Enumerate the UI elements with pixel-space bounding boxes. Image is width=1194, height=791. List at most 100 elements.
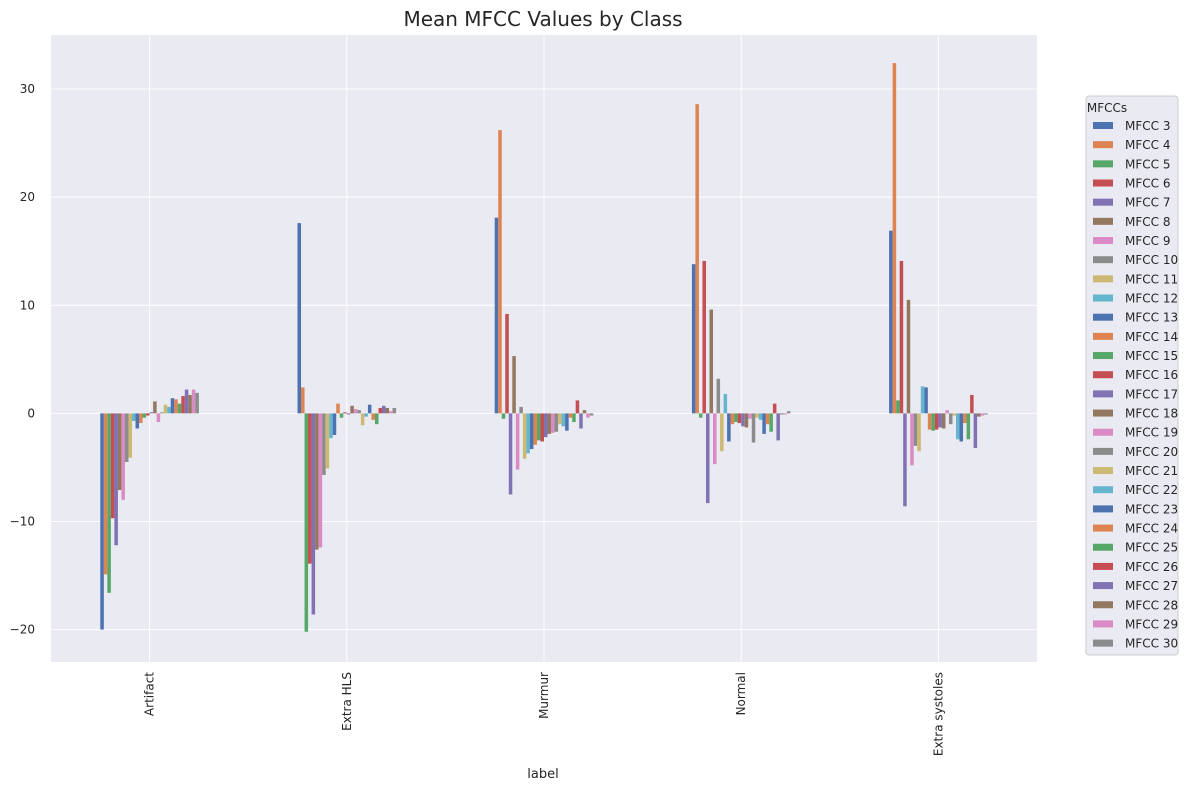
legend-label: MFCC 28 — [1125, 598, 1178, 612]
bar — [139, 413, 143, 424]
legend-swatch — [1093, 428, 1113, 436]
bar — [572, 413, 576, 423]
bar — [308, 413, 312, 564]
legend-label: MFCC 27 — [1125, 579, 1178, 593]
legend-frame — [1085, 95, 1179, 656]
bar — [191, 389, 196, 414]
legend-swatch — [1093, 332, 1113, 340]
bar — [346, 413, 351, 415]
bar — [977, 413, 981, 417]
legend-label: MFCC 20 — [1125, 445, 1178, 459]
bar — [783, 413, 787, 415]
legend-label: MFCC 9 — [1125, 234, 1170, 248]
bar — [382, 405, 386, 414]
bar — [505, 313, 509, 414]
bar — [392, 407, 397, 414]
bar — [779, 413, 784, 415]
bar — [522, 413, 527, 459]
y-tick-label: 20 — [20, 190, 35, 204]
bar — [315, 413, 319, 550]
bar — [184, 389, 189, 414]
legend-label: MFCC 11 — [1125, 272, 1178, 286]
bar — [702, 260, 706, 414]
bar — [512, 356, 516, 414]
bar — [589, 413, 594, 416]
bar — [579, 413, 583, 429]
legend-swatch — [1093, 582, 1113, 590]
legend-swatch — [1093, 620, 1113, 628]
legend-label: MFCC 5 — [1125, 157, 1170, 171]
y-tick-label: −10 — [10, 514, 35, 528]
bar — [927, 413, 932, 430]
bar — [938, 413, 942, 428]
bar — [786, 411, 791, 414]
bar — [737, 413, 742, 424]
bar — [297, 223, 302, 414]
bar — [920, 386, 925, 414]
bar — [124, 413, 129, 463]
bar — [181, 396, 185, 414]
bar — [508, 413, 513, 495]
y-tick-label: 30 — [20, 82, 35, 96]
chart-title: Mean MFCC Values by Class — [403, 7, 682, 31]
bar — [744, 413, 749, 428]
bar — [367, 404, 372, 414]
legend-swatch — [1093, 639, 1113, 647]
bar — [311, 413, 316, 615]
y-tick-label: 10 — [20, 298, 35, 312]
bar — [385, 407, 390, 414]
bar — [329, 413, 333, 439]
bar — [551, 413, 555, 433]
bar — [748, 413, 752, 419]
legend-label: MFCC 3 — [1125, 119, 1170, 133]
bar — [343, 412, 347, 414]
bar — [970, 394, 974, 414]
bar — [142, 413, 147, 418]
legend-label: MFCC 7 — [1125, 196, 1170, 210]
legend-swatch — [1093, 352, 1113, 360]
bar — [540, 413, 544, 442]
bar — [378, 407, 383, 414]
bar — [153, 401, 157, 414]
y-tick-label: 0 — [27, 406, 35, 420]
legend-items: MFCC 3 MFCC 4 MFCC 5 MFCC 6 MFCC 7 MFCC 8 MFCC… — [1093, 119, 1178, 651]
bar — [325, 413, 330, 469]
bar — [709, 309, 714, 414]
bar — [917, 413, 921, 452]
bar — [586, 413, 590, 418]
bar — [160, 412, 164, 414]
bar — [100, 413, 104, 630]
bar — [952, 413, 957, 416]
bars-layer — [100, 63, 988, 632]
bar — [582, 410, 587, 414]
bar — [755, 413, 759, 418]
legend-label: MFCC 29 — [1125, 617, 1178, 631]
bar — [980, 413, 985, 416]
bar — [374, 413, 379, 425]
bar — [959, 413, 964, 442]
bar — [371, 413, 375, 420]
bar — [772, 403, 777, 414]
bar — [128, 413, 132, 458]
bar — [963, 413, 967, 424]
legend-swatch — [1093, 371, 1113, 379]
legend-swatch — [1093, 447, 1113, 455]
bar — [956, 413, 960, 440]
legend-swatch — [1093, 486, 1113, 494]
legend-swatch — [1093, 390, 1113, 398]
bar — [135, 413, 140, 429]
bar — [966, 413, 971, 440]
bar — [519, 406, 523, 414]
bar — [934, 413, 939, 430]
bar — [765, 413, 770, 425]
bar — [494, 217, 499, 414]
bar — [146, 413, 150, 416]
bar — [931, 413, 935, 431]
bar — [903, 413, 907, 507]
bar — [536, 413, 541, 441]
legend-label: MFCC 10 — [1125, 253, 1178, 267]
bar — [561, 413, 566, 427]
bar — [114, 413, 118, 546]
